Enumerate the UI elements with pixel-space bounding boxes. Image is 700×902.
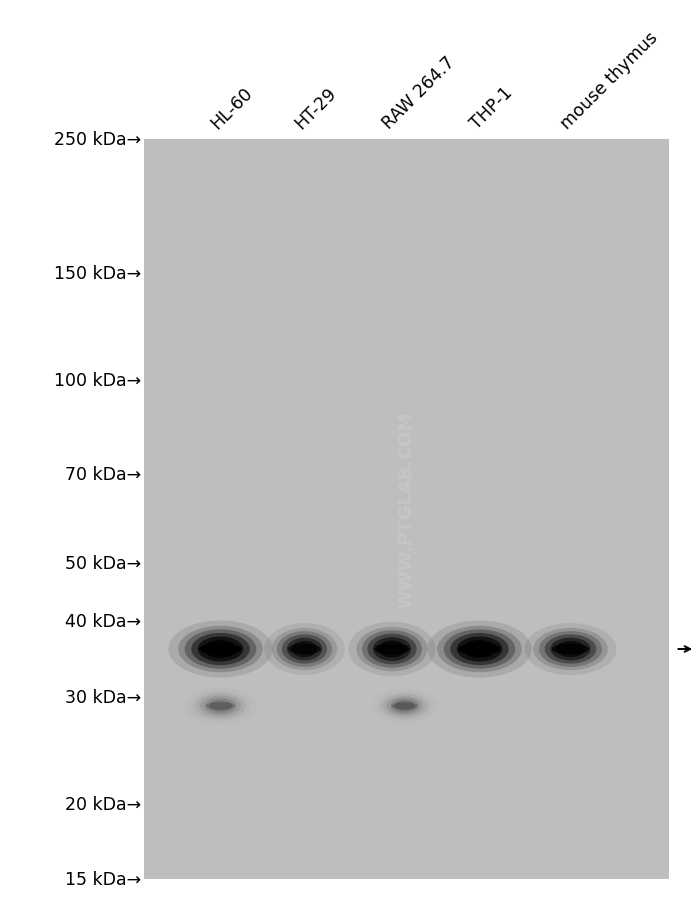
Text: 40 kDa→: 40 kDa→ [65, 612, 141, 630]
Ellipse shape [362, 630, 422, 668]
Text: 100 kDa→: 100 kDa→ [55, 372, 141, 390]
Ellipse shape [391, 703, 418, 710]
Ellipse shape [200, 696, 241, 716]
Ellipse shape [204, 698, 237, 714]
Ellipse shape [178, 626, 262, 673]
Ellipse shape [391, 699, 419, 713]
Ellipse shape [282, 635, 327, 664]
Ellipse shape [550, 638, 591, 660]
Ellipse shape [379, 640, 406, 658]
Ellipse shape [185, 630, 256, 669]
Ellipse shape [373, 638, 411, 661]
Ellipse shape [204, 640, 237, 658]
Text: 15 kDa→: 15 kDa→ [65, 870, 141, 888]
Ellipse shape [195, 694, 246, 719]
Ellipse shape [456, 637, 503, 662]
Ellipse shape [458, 643, 500, 655]
Ellipse shape [539, 631, 602, 667]
Text: 30 kDa→: 30 kDa→ [65, 688, 141, 706]
Text: 150 kDa→: 150 kDa→ [55, 265, 141, 283]
Ellipse shape [545, 635, 596, 664]
Ellipse shape [191, 633, 250, 666]
Ellipse shape [395, 701, 414, 712]
Ellipse shape [264, 623, 345, 676]
Ellipse shape [463, 640, 496, 658]
Text: 70 kDa→: 70 kDa→ [65, 465, 141, 483]
Ellipse shape [197, 637, 244, 662]
Text: THP-1: THP-1 [467, 84, 516, 133]
Ellipse shape [349, 622, 435, 676]
Ellipse shape [292, 641, 317, 658]
Text: WWW.PTGLAB.COM: WWW.PTGLAB.COM [397, 411, 415, 608]
Text: mouse thymus: mouse thymus [558, 29, 662, 133]
Bar [144, 140, 668, 879]
Ellipse shape [209, 701, 232, 712]
Ellipse shape [288, 644, 321, 655]
Ellipse shape [524, 623, 617, 676]
Text: 50 kDa→: 50 kDa→ [65, 554, 141, 572]
Ellipse shape [199, 643, 241, 655]
Ellipse shape [272, 628, 337, 670]
Text: 250 kDa→: 250 kDa→ [55, 131, 141, 149]
Ellipse shape [374, 644, 409, 655]
Ellipse shape [438, 626, 522, 673]
Ellipse shape [368, 634, 416, 665]
Ellipse shape [533, 628, 608, 670]
Ellipse shape [444, 630, 515, 669]
Ellipse shape [552, 644, 589, 655]
Ellipse shape [386, 696, 423, 715]
Text: 20 kDa→: 20 kDa→ [65, 795, 141, 813]
Ellipse shape [356, 627, 428, 671]
Ellipse shape [450, 633, 509, 666]
Ellipse shape [428, 621, 531, 678]
Text: HL-60: HL-60 [208, 84, 257, 133]
Text: HT-29: HT-29 [292, 84, 340, 133]
Ellipse shape [382, 695, 427, 718]
Text: RAW 264.7: RAW 264.7 [379, 53, 458, 133]
Ellipse shape [276, 631, 332, 667]
Ellipse shape [556, 641, 585, 658]
Ellipse shape [206, 703, 235, 710]
Ellipse shape [287, 638, 322, 660]
Ellipse shape [169, 621, 272, 678]
